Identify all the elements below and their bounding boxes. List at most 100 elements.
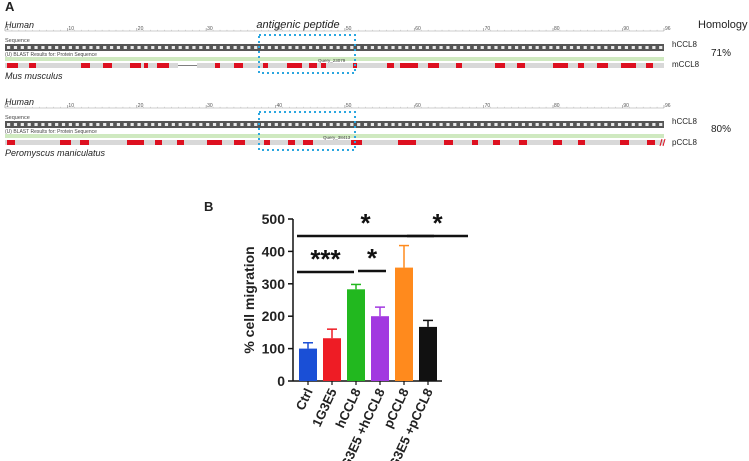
residue-mark — [185, 123, 189, 126]
residue-mark — [446, 46, 450, 49]
residue-mark — [34, 123, 38, 126]
residue-mark — [199, 46, 203, 49]
sequence-bar — [5, 44, 664, 51]
residue-mark — [343, 123, 347, 126]
residue-mark — [109, 123, 114, 126]
residue-mark — [569, 46, 574, 49]
sequence-label: Sequence — [5, 115, 30, 121]
ruler-tick-label: 10 — [68, 26, 74, 32]
residue-mark — [535, 46, 539, 49]
residue-mark — [590, 46, 594, 49]
residue-mark — [82, 46, 86, 49]
residue-mark — [309, 123, 313, 126]
y-tick-label: 0 — [277, 373, 285, 389]
residue-mark — [617, 123, 622, 126]
residue-mark — [322, 46, 326, 49]
residue-mark — [96, 123, 100, 126]
significance-label: * — [367, 243, 378, 273]
residue-mark — [96, 46, 100, 49]
mismatch-mark — [456, 63, 462, 68]
residue-mark — [151, 46, 155, 49]
residue-mark — [240, 123, 244, 126]
mismatch-mark — [620, 140, 629, 145]
residue-mark — [247, 46, 251, 49]
subject-match-bar — [5, 140, 664, 145]
mismatch-mark — [400, 63, 418, 68]
residue-mark — [144, 123, 148, 126]
y-tick-label: 300 — [262, 276, 286, 292]
residue-mark — [13, 123, 18, 126]
bar-5 — [419, 326, 437, 381]
mismatch-mark — [647, 140, 655, 145]
residue-mark — [20, 46, 24, 49]
residue-mark — [295, 123, 299, 126]
mismatch-mark — [578, 63, 584, 68]
subject-name: mCCL8 — [672, 60, 700, 69]
mismatch-mark — [60, 140, 71, 145]
residue-mark — [473, 46, 477, 49]
ruler-ticks: 1 10 20 30 40 50 60 70 80 90 96 — [4, 103, 671, 109]
ruler-tick-label: 90 — [623, 103, 629, 109]
bar-1 — [323, 338, 341, 381]
mismatch-mark — [428, 63, 439, 68]
residue-mark — [357, 123, 361, 126]
residue-mark — [418, 123, 423, 126]
residue-mark — [590, 123, 594, 126]
query-name: hCCL8 — [672, 117, 697, 126]
significance-label: * — [432, 208, 443, 238]
subject-species-label: Peromyscus maniculatus — [5, 148, 106, 158]
residue-mark — [7, 46, 11, 49]
residue-mark — [391, 123, 395, 126]
mismatch-mark — [29, 63, 36, 68]
residue-mark — [453, 123, 457, 126]
residue-mark — [460, 123, 464, 126]
residue-mark — [652, 123, 656, 126]
subject-match-bar — [5, 63, 664, 68]
residue-mark — [398, 123, 402, 126]
residue-mark — [103, 123, 107, 126]
residue-mark — [226, 123, 230, 126]
mismatch-mark — [287, 63, 302, 68]
residue-mark — [48, 123, 52, 126]
residue-mark — [20, 123, 24, 126]
residue-mark — [322, 123, 326, 126]
sequence-bar — [5, 121, 664, 128]
ruler-tick-label: 20 — [138, 103, 144, 109]
residue-mark — [75, 123, 79, 126]
residue-mark — [171, 46, 175, 49]
residue-mark — [652, 46, 656, 49]
residue-mark — [281, 123, 285, 126]
mismatch-mark — [7, 63, 18, 68]
residue-mark — [528, 46, 532, 49]
residue-mark — [89, 123, 93, 126]
residue-mark — [659, 46, 663, 49]
residue-mark — [611, 123, 615, 126]
mismatch-marks — [7, 63, 653, 68]
mismatch-mark — [144, 63, 148, 68]
residue-mark — [151, 123, 155, 126]
residue-mark — [130, 123, 134, 126]
residue-mark — [501, 123, 505, 126]
bar-3 — [371, 316, 389, 381]
y-tick-label: 100 — [262, 341, 286, 357]
mismatch-mark — [207, 140, 222, 145]
homology-value: 71% — [711, 48, 731, 59]
mismatch-mark — [517, 63, 525, 68]
blast-label: (U) BLAST Results for: Protein Sequence — [5, 129, 97, 135]
residue-mark — [597, 46, 601, 49]
residue-mark — [226, 46, 230, 49]
residue-mark — [576, 46, 580, 49]
residue-mark — [377, 123, 381, 126]
residue-mark — [549, 46, 553, 49]
residue-mark — [206, 123, 210, 126]
residue-mark — [233, 123, 237, 126]
query-species-label: Human — [5, 97, 34, 107]
mismatch-mark — [303, 140, 313, 145]
residue-mark — [75, 46, 79, 49]
residue-mark — [638, 46, 642, 49]
residue-mark — [556, 123, 560, 126]
bar-0 — [299, 348, 317, 381]
residue-mark — [418, 46, 423, 49]
